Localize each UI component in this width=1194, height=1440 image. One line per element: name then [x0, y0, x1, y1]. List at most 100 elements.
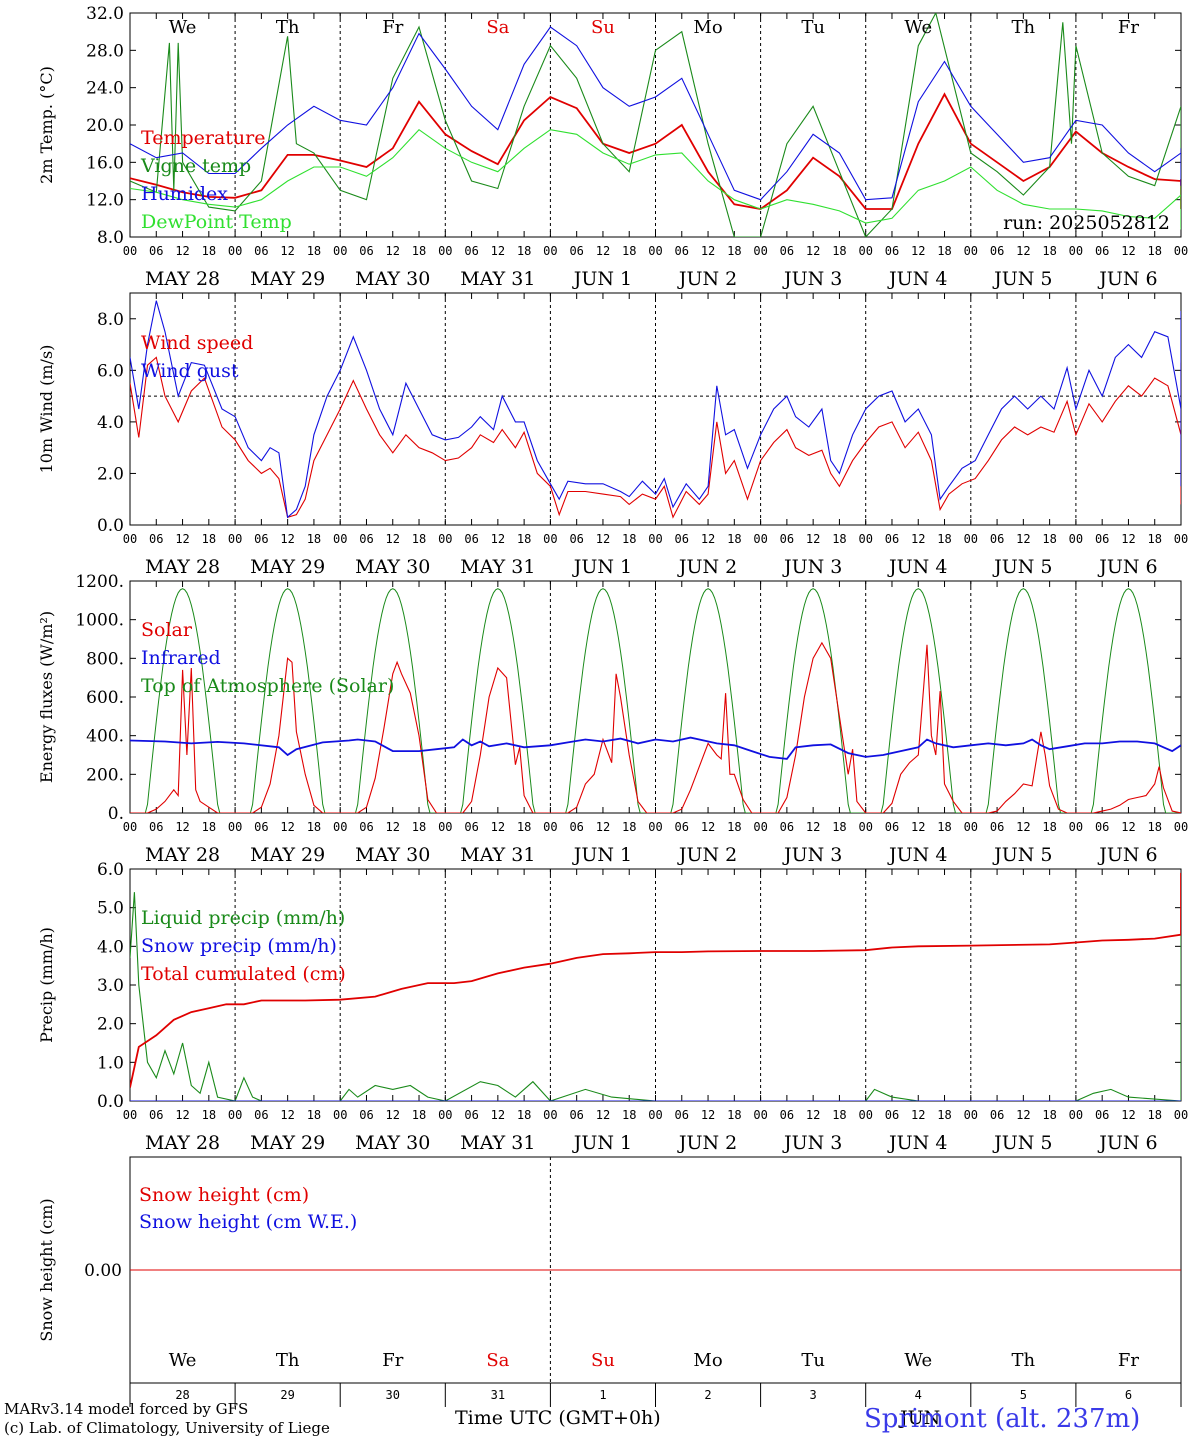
x-hour-label: 06 — [359, 1108, 373, 1122]
series-line — [130, 128, 1181, 230]
y-tick-label: 5.0 — [97, 899, 124, 919]
x-hour-label: 00 — [123, 244, 137, 258]
y-tick-label: 1.0 — [97, 1053, 124, 1073]
x-date-label: JUN 3 — [782, 556, 842, 578]
x-hour-label: 00 — [438, 532, 452, 546]
x-hour-label: 12 — [911, 1108, 925, 1122]
x-day-number: 1 — [599, 1388, 606, 1402]
x-hour-label: 00 — [648, 820, 662, 834]
x-hour-label: 12 — [701, 820, 715, 834]
legend-entry: Liquid precip (mm/h) — [141, 907, 345, 929]
x-hour-label: 06 — [885, 244, 899, 258]
x-date-label: MAY 28 — [145, 556, 220, 578]
x-date-label: JUN 1 — [572, 1132, 632, 1154]
x-hour-label: 12 — [806, 820, 820, 834]
x-hour-label: 00 — [1174, 1108, 1188, 1122]
y-tick-label: 0. — [108, 804, 124, 824]
x-hour-label: 06 — [569, 532, 583, 546]
series-line — [130, 356, 1181, 519]
x-hour-label: 06 — [149, 1108, 163, 1122]
x-hour-label: 18 — [727, 244, 741, 258]
y-tick-label: 200. — [86, 765, 124, 785]
series-line — [130, 13, 1181, 237]
y-tick-label: 28.0 — [86, 41, 124, 61]
x-date-label: JUN 4 — [887, 268, 947, 290]
y-tick-label: 16.0 — [86, 153, 124, 173]
x-day-number: 28 — [175, 1388, 189, 1402]
x-hour-label: 00 — [1069, 820, 1083, 834]
x-hour-label: 00 — [753, 244, 767, 258]
x-hour-label: 06 — [359, 532, 373, 546]
weekday-label: Fr — [382, 17, 403, 38]
x-hour-label: 06 — [780, 820, 794, 834]
x-hour-label: 12 — [1016, 244, 1030, 258]
x-hour-label: 06 — [1095, 1108, 1109, 1122]
x-hour-label: 06 — [254, 532, 268, 546]
x-hour-label: 18 — [1147, 820, 1161, 834]
weekday-label: We — [904, 1350, 932, 1371]
x-hour-label: 06 — [990, 532, 1004, 546]
x-hour-label: 00 — [543, 820, 557, 834]
x-hour-label: 12 — [175, 244, 189, 258]
x-hour-label: 18 — [727, 820, 741, 834]
weekday-label: Fr — [1118, 1350, 1139, 1371]
legend-entry: Temperature — [141, 127, 265, 149]
x-hour-label: 12 — [701, 244, 715, 258]
x-hour-label: 00 — [228, 532, 242, 546]
x-hour-label: 12 — [491, 532, 505, 546]
labels-layer: 32.028.024.020.016.012.08.02m Temp. (°C)… — [37, 4, 1188, 1402]
x-hour-label: 12 — [1016, 1108, 1030, 1122]
x-day-number: 29 — [280, 1388, 294, 1402]
x-hour-label: 00 — [1069, 244, 1083, 258]
weekday-label: Th — [1012, 17, 1036, 38]
x-hour-label: 00 — [1174, 820, 1188, 834]
x-day-number: 30 — [386, 1388, 400, 1402]
y-tick-label: 400. — [86, 727, 124, 747]
x-day-number: 31 — [491, 1388, 505, 1402]
y-tick-label: 4.0 — [97, 937, 124, 957]
x-hour-label: 06 — [359, 820, 373, 834]
y-tick-label: 600. — [86, 688, 124, 708]
x-hour-label: 06 — [1095, 244, 1109, 258]
x-hour-label: 12 — [1121, 244, 1135, 258]
y-tick-label: 8.0 — [97, 310, 124, 330]
x-date-label: JUN 4 — [887, 844, 947, 866]
x-date-label: MAY 31 — [460, 556, 535, 578]
y-tick-label: 3.0 — [97, 976, 124, 996]
x-hour-label: 18 — [517, 244, 531, 258]
x-hour-label: 18 — [937, 1108, 951, 1122]
x-hour-label: 00 — [438, 820, 452, 834]
x-date-label: JUN 4 — [887, 1132, 947, 1154]
x-hour-label: 18 — [937, 820, 951, 834]
legend-entry: Snow height (cm W.E.) — [139, 1211, 357, 1233]
x-date-label: JUN 6 — [1097, 1132, 1157, 1154]
x-hour-label: 00 — [1174, 532, 1188, 546]
legend-entry: Vigne temp — [140, 155, 251, 177]
x-hour-label: 18 — [202, 820, 216, 834]
x-hour-label: 00 — [964, 532, 978, 546]
legend-entry: Wind speed — [141, 332, 253, 354]
x-hour-label: 12 — [596, 532, 610, 546]
x-hour-label: 12 — [806, 244, 820, 258]
x-hour-label: 18 — [307, 244, 321, 258]
weekday-label: Mo — [693, 17, 722, 38]
series-layer — [130, 13, 1181, 1271]
x-hour-label: 00 — [333, 532, 347, 546]
x-hour-label: 00 — [543, 1108, 557, 1122]
y-axis-title: 2m Temp. (°C) — [37, 66, 56, 184]
weekday-label: Th — [276, 1350, 300, 1371]
series-line-top-of-atmosphere — [130, 588, 1181, 813]
x-date-label: MAY 29 — [250, 1132, 325, 1154]
x-hour-label: 00 — [123, 820, 137, 834]
x-hour-label: 06 — [569, 820, 583, 834]
x-hour-label: 18 — [937, 532, 951, 546]
x-hour-label: 12 — [175, 1108, 189, 1122]
x-hour-label: 18 — [1042, 820, 1056, 834]
y-tick-label: 6.0 — [97, 361, 124, 381]
legend-entry: Infrared — [141, 647, 221, 669]
y-tick-label: 12.0 — [86, 191, 124, 211]
x-date-label: MAY 30 — [355, 844, 430, 866]
x-hour-label: 18 — [1042, 244, 1056, 258]
x-hour-label: 18 — [412, 532, 426, 546]
